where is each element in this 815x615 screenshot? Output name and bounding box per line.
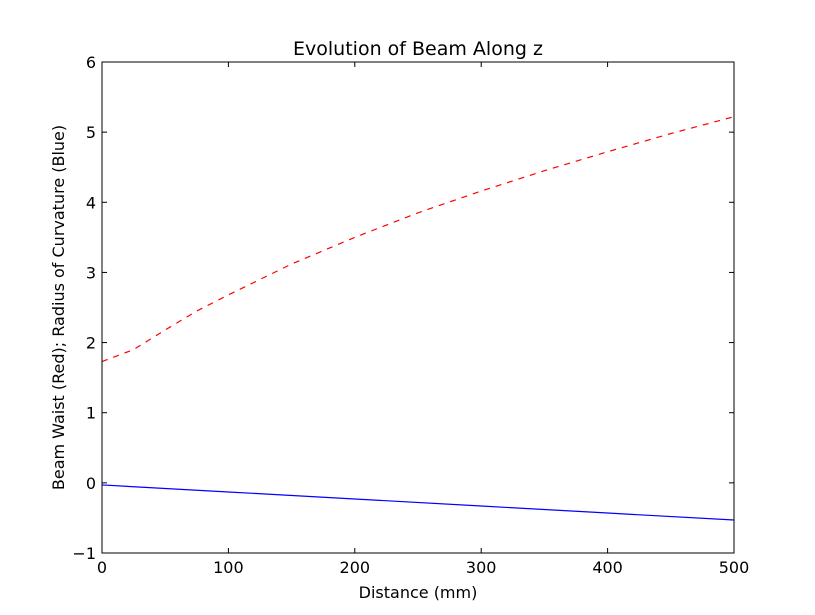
x-tick-label: 300 <box>466 558 497 577</box>
x-tick-label: 500 <box>719 558 750 577</box>
chart-title: Evolution of Beam Along z <box>293 38 543 60</box>
x-tick-label: 100 <box>213 558 244 577</box>
x-tick-label: 400 <box>592 558 623 577</box>
series-line-2 <box>101 484 735 521</box>
y-tick-label: 3 <box>86 263 96 282</box>
x-axis-label: Distance (mm) <box>359 583 478 602</box>
y-tick-label: 1 <box>86 404 96 423</box>
y-axis-label: Beam Waist (Red); Radius of Curvature (B… <box>49 125 68 490</box>
y-tick-label: 4 <box>86 193 96 212</box>
y-tick-label: 5 <box>86 123 96 142</box>
y-tick-label: 0 <box>86 474 96 493</box>
y-tick-label: 2 <box>86 334 96 353</box>
y-tick-label: −1 <box>72 544 96 563</box>
x-tick-label: 200 <box>340 558 371 577</box>
plot-area-frame <box>101 61 735 554</box>
x-tick-label: 0 <box>97 558 107 577</box>
y-tick-label: 6 <box>86 53 96 72</box>
series-layer <box>101 116 735 521</box>
